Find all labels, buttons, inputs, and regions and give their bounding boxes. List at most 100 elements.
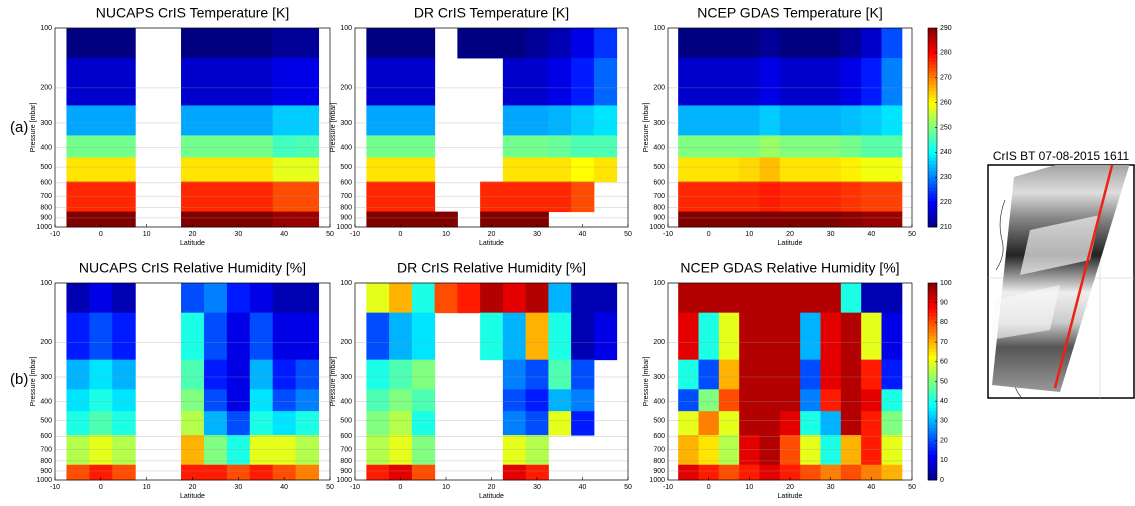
colorbar-tick-label: 80 [940,319,948,326]
heatmap-cell [593,157,618,183]
heatmap-cell [389,57,413,106]
x-tick-label: 30 [234,484,242,491]
heatmap-cell [502,157,527,183]
colorbar-swatch [928,328,937,333]
heatmap-cell [249,312,274,361]
x-tick-label: 30 [533,231,541,238]
colorbar-swatch [928,358,937,363]
heatmap-cell [66,464,90,481]
x-tick-label: 40 [579,484,587,491]
y-tick-label: 600 [653,180,665,187]
heatmap-cell [66,157,90,183]
heatmap-cell [112,464,136,481]
heatmap-cell [779,312,801,361]
heatmap-cell [548,411,572,436]
heatmap-cell [739,435,760,466]
heatmap-cell [249,283,274,314]
heatmap-cell [366,135,390,158]
colorbar-swatch [928,170,937,175]
y-tick-label: 300 [340,374,352,381]
y-tick-label: 300 [340,120,352,127]
heatmap-cell [820,105,842,136]
heatmap-cell [881,359,903,390]
heatmap-cell [389,464,413,481]
heatmap-cell [249,28,274,59]
x-tick-label: 50 [624,231,632,238]
chart-title: DR CrIS Relative Humidity [%] [397,260,586,276]
colorbar-swatch [928,71,937,75]
heatmap-cell [759,464,781,481]
heatmap-cell [89,312,113,361]
heatmap-cell [571,135,595,158]
heatmap-cell [295,435,320,466]
heatmap-cell [718,57,740,106]
heatmap-cell [840,105,862,136]
heatmap-cell [593,57,618,106]
heatmap-cell [881,211,903,228]
heatmap-cell [739,359,760,390]
heatmap-cell [389,283,413,314]
heatmap-cell [840,389,862,412]
colorbar-swatch [928,447,937,451]
colorbar-swatch [928,404,937,409]
heatmap-cell [480,181,504,213]
heatmap-cell [411,464,436,481]
colorbar-swatch [928,296,937,300]
heatmap-cell [295,359,320,390]
colorbar-swatch [928,476,937,481]
heatmap-cell [861,411,882,436]
heatmap-cell [66,211,90,228]
heatmap-cell [226,464,251,481]
heatmap-cell [389,312,413,361]
heatmap-cell [779,359,801,390]
x-tick-label: 10 [745,231,753,238]
heatmap-cell [840,28,862,59]
y-tick-label: 400 [40,398,52,405]
heatmap-cell [779,57,801,106]
heatmap-cell [112,211,136,228]
heatmap-cell [203,57,228,106]
x-tick-label: 30 [827,231,835,238]
heatmap-cell [203,312,228,361]
heatmap-cell [249,57,274,106]
x-axis-label: Latitude [778,240,803,247]
heatmap-cell [226,435,251,466]
heatmap-cell [779,464,801,481]
heatmap-cell [525,28,549,59]
heatmap-cell [820,181,842,213]
colorbar-swatch [928,100,937,105]
heatmap-cell [411,57,436,106]
colorbar-tick-label: 20 [940,437,948,444]
heatmap-cell [548,312,572,361]
heatmap-cell [366,105,390,136]
heatmap-cell [571,181,595,213]
x-tick-label: 20 [189,231,197,238]
heatmap-cell [820,211,842,228]
heatmap-cell [389,157,413,183]
colorbar-swatch [928,173,937,178]
heatmap-cell [800,435,821,466]
heatmap-cell [820,359,842,390]
x-tick-label: 0 [707,484,711,491]
y-tick-label: 100 [340,25,352,32]
heatmap-cell [411,312,436,361]
heatmap-cell [800,464,821,481]
heatmap-cell [389,211,413,228]
heatmap-cell [389,359,413,390]
heatmap-cell [548,283,572,314]
y-tick-label: 600 [340,433,352,440]
heatmap-cell [718,411,740,436]
heatmap-cell [295,389,320,412]
heatmap-cell [739,211,760,228]
heatmap-cell [89,283,113,314]
heatmap-cell [698,411,720,436]
heatmap-cell [272,181,297,213]
heatmap-cell [820,57,842,106]
heatmap-cell [502,105,527,136]
y-tick-label: 800 [340,205,352,212]
colorbar-swatch [928,51,937,55]
heatmap-cell [525,283,549,314]
heatmap-cell [759,181,781,213]
heatmap-cell [861,135,882,158]
